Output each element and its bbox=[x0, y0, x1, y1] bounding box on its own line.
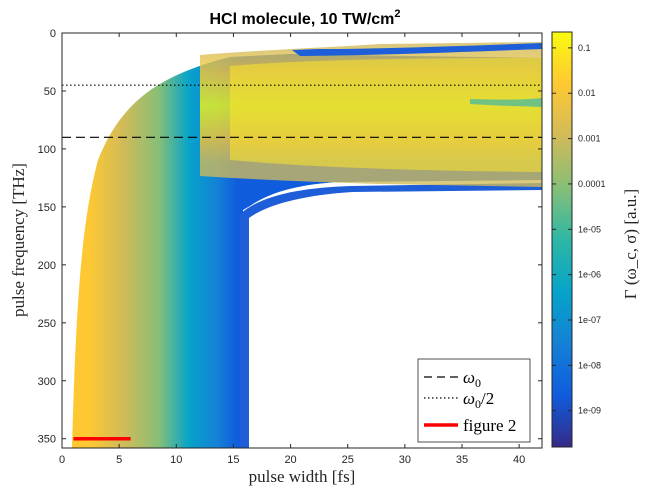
x-tick-label: 30 bbox=[399, 454, 411, 466]
legend: ω0 ω0/2 figure 2 bbox=[417, 358, 531, 443]
x-axis: 0 5 10 15 20 25 30 35 40 bbox=[59, 33, 525, 466]
colorbar-tick-label: 1e-08 bbox=[578, 360, 601, 370]
heatmap-band-gap bbox=[470, 98, 542, 107]
y-tick-label: 300 bbox=[38, 376, 56, 388]
y-tick-label: 150 bbox=[38, 202, 56, 214]
colorbar-tick-label: 0.01 bbox=[578, 88, 596, 98]
heatmap-band-top-edge bbox=[292, 43, 542, 56]
y-axis: 0 50 100 150 200 250 300 350 bbox=[38, 28, 542, 446]
y-axis-label: pulse frequency [THz] bbox=[9, 163, 28, 317]
colorbar-tick-label: 0.0001 bbox=[578, 179, 606, 189]
chart-title: HCl molecule, 10 TW/cm2 bbox=[209, 8, 400, 28]
x-tick-label: 10 bbox=[170, 454, 182, 466]
x-tick-label: 35 bbox=[456, 454, 468, 466]
colorbar-fill bbox=[552, 32, 572, 447]
chart-title-superscript: 2 bbox=[394, 8, 400, 20]
colorbar-tick-label: 1e-05 bbox=[578, 224, 601, 234]
colorbar-tick-label: 1e-07 bbox=[578, 315, 601, 325]
y-tick-label: 50 bbox=[44, 86, 56, 98]
y-tick-label: 350 bbox=[38, 434, 56, 446]
heatmap-region bbox=[72, 42, 542, 448]
x-axis-label: pulse width [fs] bbox=[249, 467, 356, 486]
x-tick-label: 15 bbox=[227, 454, 239, 466]
y-tick-label: 250 bbox=[38, 318, 56, 330]
legend-figure2-label: figure 2 bbox=[463, 416, 516, 435]
x-tick-label: 25 bbox=[342, 454, 354, 466]
x-tick-label: 40 bbox=[513, 454, 525, 466]
colorbar-tick-label: 0.001 bbox=[578, 134, 601, 144]
colorbar-label: Γ (ω_c, σ) [a.u.] bbox=[621, 189, 640, 299]
colorbar-frame bbox=[551, 31, 573, 448]
legend-omega0-label: ω0 bbox=[463, 368, 481, 390]
colorbar-ticks: 0.1 0.01 0.001 0.0001 1e-05 1e-06 1e-07 1e-08 1e… bbox=[552, 43, 606, 416]
y-tick-label: 0 bbox=[50, 28, 56, 40]
y-tick-label: 100 bbox=[38, 144, 56, 156]
x-tick-label: 20 bbox=[284, 454, 296, 466]
plot-area: 0 5 10 15 20 25 30 35 40 0 50 100 150 200 250 300 350 bbox=[38, 28, 543, 466]
y-tick-label: 200 bbox=[38, 260, 56, 272]
legend-omega0-half-label: ω0/2 bbox=[463, 389, 494, 411]
legend-box bbox=[417, 358, 531, 443]
x-tick-label: 0 bbox=[59, 454, 65, 466]
colorbar-tick-label: 1e-06 bbox=[578, 270, 601, 280]
plot-frame bbox=[61, 32, 543, 449]
colorbar-tick-label: 0.1 bbox=[578, 43, 591, 53]
reference-lines bbox=[62, 84, 542, 138]
colorbar: 0.1 0.01 0.001 0.0001 1e-05 1e-06 1e-07 1e-08 1e… bbox=[551, 31, 640, 448]
colorbar-tick-label: 1e-09 bbox=[578, 406, 601, 416]
heatmap-band-core bbox=[230, 58, 542, 172]
x-tick-label: 5 bbox=[116, 454, 122, 466]
